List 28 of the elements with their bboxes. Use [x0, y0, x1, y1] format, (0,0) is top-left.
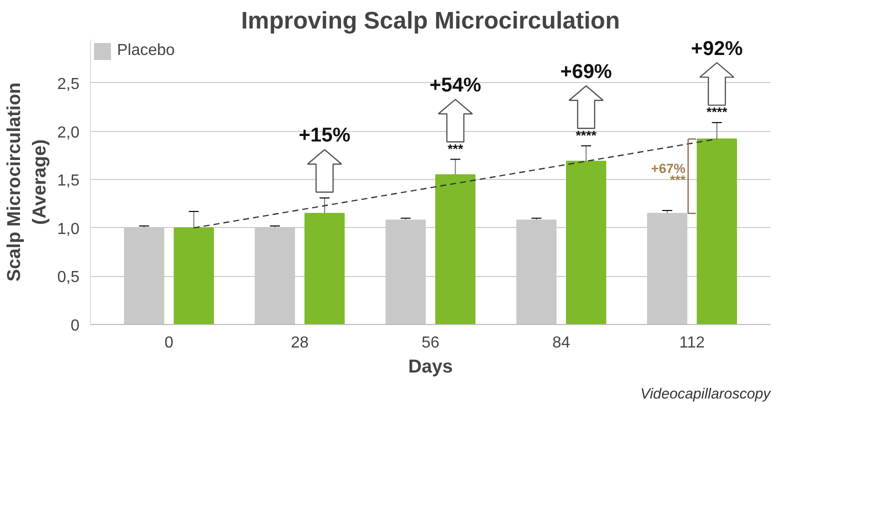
- x-axis-title: Days: [408, 356, 453, 376]
- x-tick-label: 0: [164, 334, 174, 352]
- bar: [696, 138, 737, 324]
- y-tick-label: 1,5: [57, 172, 80, 190]
- y-tick-label: 1,0: [57, 220, 80, 238]
- chart-title: Improving Scalp Microcirculation: [241, 8, 620, 34]
- x-tick-label: 56: [422, 334, 440, 352]
- y-tick-label: 0: [70, 318, 80, 334]
- bar: [435, 174, 476, 324]
- y-tick-label: 0,5: [57, 269, 80, 286]
- legend-label: Placebo: [117, 42, 175, 60]
- annotation: ****: [706, 104, 728, 120]
- bar: [304, 212, 345, 324]
- y-tick-label: 2,5: [57, 76, 80, 93]
- y-tick-label: 2,0: [57, 124, 80, 142]
- bar: [566, 160, 606, 324]
- text: Videocapillaroscopy: [640, 386, 772, 402]
- x-tick-label: 84: [552, 334, 570, 352]
- annotation: +15%: [298, 124, 351, 147]
- annotation: ****: [576, 128, 598, 143]
- annotation: +69%: [560, 60, 612, 83]
- annotation: +92%: [691, 38, 743, 60]
- y-axis-title: Scalp Microcirculation (Average): [3, 82, 50, 282]
- annotation: +54%: [429, 74, 482, 96]
- x-tick-label: 112: [679, 334, 705, 352]
- annotation: ***: [448, 141, 464, 156]
- bar: [174, 227, 214, 324]
- x-tick-label: 28: [290, 334, 309, 352]
